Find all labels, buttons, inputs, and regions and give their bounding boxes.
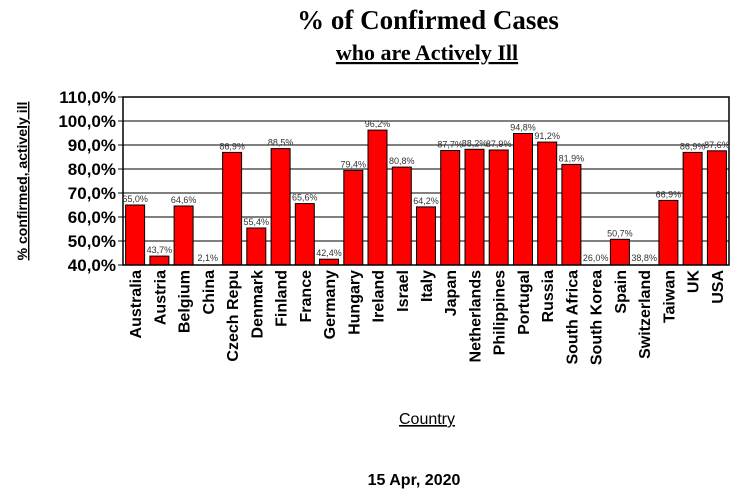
data-label: 86,9% bbox=[680, 141, 706, 151]
y-axis-ticks: 40,0% 50,0% 60,0% 70,0% 80,0% 90,0% 100,0% 110,… bbox=[58, 88, 123, 275]
data-label: 87,9% bbox=[486, 139, 512, 149]
bar bbox=[319, 258, 339, 266]
x-tick-label: Japan bbox=[443, 270, 460, 316]
y-tick-label: 110,0% bbox=[59, 88, 116, 107]
data-label: 50,7% bbox=[607, 228, 633, 238]
bar bbox=[682, 151, 703, 266]
x-tick-label: UK bbox=[686, 270, 703, 294]
bar bbox=[343, 169, 364, 266]
chart-subtitle: who are Actively Ill bbox=[336, 40, 518, 65]
x-tick-label: Taiwan bbox=[661, 270, 678, 323]
y-tick-label: 40,0% bbox=[68, 256, 116, 275]
data-label: 81,9% bbox=[559, 153, 585, 163]
x-tick-label: Israel bbox=[395, 270, 412, 312]
bar bbox=[513, 133, 533, 266]
x-tick-label: South Korea bbox=[589, 270, 606, 365]
data-label: 87,7% bbox=[437, 140, 463, 150]
data-label: 2,1% bbox=[198, 253, 219, 263]
data-label: 87,6% bbox=[704, 140, 730, 150]
x-tick-label: Austria bbox=[152, 270, 169, 325]
x-axis-ticks: Australia Austria Belgium China Czech Repu De… bbox=[128, 270, 727, 366]
x-tick-label: South Africa bbox=[564, 270, 581, 365]
bar bbox=[391, 166, 412, 266]
footer-date: 15 Apr, 2020 bbox=[368, 472, 461, 489]
x-tick-label: USA bbox=[710, 270, 727, 304]
bars bbox=[125, 129, 727, 266]
data-label: 64,6% bbox=[171, 195, 197, 205]
data-label: 42,4% bbox=[316, 248, 342, 258]
y-tick-label: 60,0% bbox=[68, 208, 116, 227]
y-tick-label: 50,0% bbox=[68, 232, 116, 251]
bar bbox=[464, 148, 485, 266]
bar bbox=[125, 204, 146, 266]
data-label: 65,0% bbox=[122, 194, 148, 204]
y-tick-label: 100,0% bbox=[58, 112, 116, 131]
bar bbox=[173, 205, 194, 266]
data-label: 86,9% bbox=[219, 141, 245, 151]
x-tick-label: Finland bbox=[274, 270, 291, 327]
data-label: 88,5% bbox=[268, 138, 294, 148]
data-label: 88,2% bbox=[462, 138, 488, 148]
plot-area-border bbox=[122, 96, 730, 266]
bar bbox=[222, 151, 243, 266]
bar bbox=[488, 149, 509, 266]
data-label: 80,8% bbox=[389, 156, 415, 166]
bar bbox=[658, 199, 679, 266]
x-tick-label: Netherlands bbox=[468, 270, 485, 363]
x-axis-label: Country bbox=[399, 411, 455, 428]
data-label: 26,0% bbox=[583, 253, 609, 263]
x-tick-label: Italy bbox=[419, 270, 436, 302]
x-tick-label: France bbox=[298, 270, 315, 323]
bar bbox=[246, 227, 267, 266]
data-labels: 65,0% 43,7% 64,6% 2,1% 86,9% 55,4% 88,5% 65,6% 4… bbox=[122, 119, 729, 263]
data-label: 55,4% bbox=[244, 217, 270, 227]
bar bbox=[537, 141, 558, 266]
x-tick-label: China bbox=[201, 270, 218, 315]
bar bbox=[561, 163, 582, 266]
bar bbox=[609, 238, 630, 266]
bar bbox=[270, 148, 291, 266]
y-tick-label: 70,0% bbox=[68, 184, 116, 203]
data-label: 96,2% bbox=[365, 119, 391, 129]
y-tick-label: 80,0% bbox=[68, 160, 116, 179]
chart-title: % of Confirmed Cases bbox=[297, 5, 559, 35]
bar bbox=[706, 150, 727, 266]
bar bbox=[367, 129, 388, 266]
x-tick-label: Philippines bbox=[492, 270, 509, 355]
data-label: 66,9% bbox=[656, 189, 682, 199]
x-tick-label: Belgium bbox=[177, 270, 194, 333]
x-tick-label: Hungary bbox=[346, 270, 363, 335]
data-label: 43,7% bbox=[147, 245, 173, 255]
data-label: 94,8% bbox=[510, 123, 536, 133]
bar bbox=[149, 255, 170, 266]
data-label: 91,2% bbox=[534, 131, 560, 141]
x-tick-label: Germany bbox=[322, 270, 339, 339]
data-label: 38,8% bbox=[631, 253, 657, 263]
x-tick-label: Australia bbox=[128, 270, 145, 339]
x-tick-label: Czech Repu bbox=[225, 270, 242, 362]
y-tick-label: 90,0% bbox=[68, 136, 116, 155]
x-tick-label: Portugal bbox=[516, 270, 533, 335]
data-label: 65,6% bbox=[292, 193, 318, 203]
data-label: 79,4% bbox=[341, 159, 367, 169]
data-label: 64,2% bbox=[413, 196, 439, 206]
x-tick-label: Denmark bbox=[249, 270, 266, 339]
x-tick-label: Spain bbox=[613, 270, 630, 314]
bar bbox=[440, 150, 461, 266]
bar bbox=[294, 203, 315, 266]
bar bbox=[416, 206, 436, 266]
x-tick-label: Switzerland bbox=[637, 270, 654, 359]
x-tick-label: Ireland bbox=[371, 270, 388, 322]
y-axis-label: % confirmed, actively ill bbox=[14, 102, 30, 261]
x-tick-label: Russia bbox=[540, 270, 557, 323]
